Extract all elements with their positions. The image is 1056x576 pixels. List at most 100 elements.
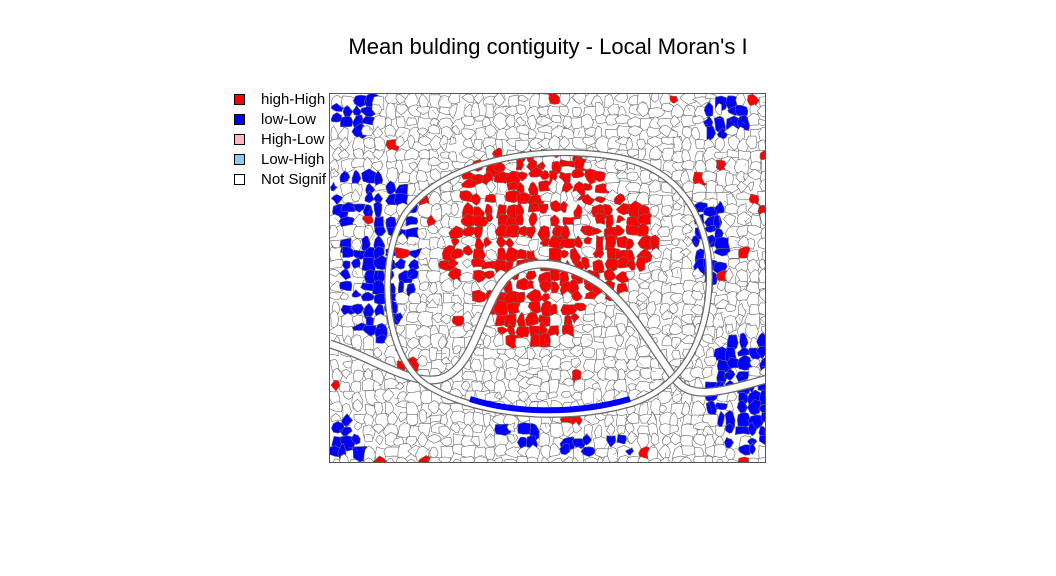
street-line [740, 374, 743, 378]
street-line [741, 121, 746, 125]
street-line [676, 299, 681, 303]
cell-high-high [372, 455, 388, 462]
cell-low-low [606, 435, 617, 448]
cell-not-signif [662, 435, 672, 447]
street-line [658, 149, 664, 153]
cell-high-high [448, 225, 465, 239]
street-line [599, 206, 606, 212]
cell-not-signif [404, 147, 420, 161]
cell-not-signif [384, 204, 398, 217]
cell-high-high [514, 213, 524, 226]
cell-not-signif [371, 160, 384, 172]
cell-not-signif [407, 458, 416, 462]
cell-not-signif [517, 94, 529, 102]
street-line [503, 262, 507, 265]
cell-not-signif [440, 277, 458, 293]
cell-not-signif [431, 312, 443, 324]
legend-swatch-low-low [234, 114, 245, 125]
street-line [711, 225, 716, 232]
street-line [685, 105, 691, 112]
street-line [706, 326, 709, 331]
cell-high-high [497, 246, 507, 265]
cell-not-signif [450, 125, 460, 136]
cell-not-signif [593, 436, 611, 452]
street-line [638, 361, 643, 367]
cell-not-signif [690, 289, 704, 301]
street-line [434, 346, 437, 349]
cell-not-signif [450, 202, 459, 217]
street-line [522, 201, 528, 204]
cell-not-signif [429, 282, 438, 295]
cell-not-signif [350, 459, 359, 462]
street-line [744, 175, 750, 181]
street-line [664, 283, 669, 287]
cell-not-signif [330, 401, 343, 413]
street-line [559, 342, 561, 348]
cell-low-low [755, 345, 765, 360]
street-line [579, 319, 584, 325]
cell-not-signif [406, 117, 418, 126]
cell-high-high [637, 213, 653, 226]
cell-high-high [525, 226, 536, 239]
street-line [717, 117, 722, 120]
cell-not-signif [628, 290, 640, 305]
cell-not-signif [541, 456, 550, 462]
street-line [438, 292, 441, 295]
street-line [734, 366, 738, 373]
street-line [596, 217, 602, 221]
cell-not-signif [426, 298, 439, 309]
street-line [694, 359, 699, 361]
cell-high-high [603, 267, 616, 282]
cell-not-signif [616, 125, 633, 140]
cell-low-low [724, 368, 736, 381]
cell-not-signif [714, 136, 726, 153]
cell-not-signif [338, 149, 350, 159]
cell-low-low [362, 302, 375, 319]
street-line [537, 118, 543, 125]
cell-not-signif [689, 366, 706, 380]
street-line [377, 327, 381, 330]
cell-high-high [625, 238, 635, 250]
street-line [718, 217, 720, 224]
street-line [431, 150, 437, 153]
street-line [744, 219, 747, 225]
cell-not-signif [448, 103, 458, 120]
cell-low-low [385, 180, 397, 196]
street-line [495, 393, 501, 398]
cell-high-high [581, 193, 596, 207]
cell-not-signif [756, 104, 765, 118]
cell-not-signif [526, 456, 539, 462]
cell-high-high [616, 215, 626, 224]
street-line [432, 124, 438, 127]
street-line [359, 310, 366, 317]
cell-low-low [352, 94, 368, 108]
street-line [613, 113, 618, 115]
cell-low-low [341, 413, 354, 428]
street-line [638, 306, 642, 310]
street-line [610, 359, 616, 361]
cell-not-signif [416, 354, 428, 367]
cell-not-signif [560, 390, 572, 399]
cell-high-high [584, 168, 597, 185]
cell-not-signif [371, 103, 383, 115]
street-line [708, 196, 713, 201]
cell-not-signif [701, 333, 714, 345]
cell-low-low [724, 410, 736, 429]
cell-high-high [669, 95, 679, 104]
cell-high-high [573, 203, 583, 221]
cell-high-high [551, 160, 562, 175]
street-line [656, 122, 659, 125]
street-line [566, 426, 572, 433]
cell-not-signif [428, 346, 438, 362]
street-line [708, 345, 711, 350]
cell-not-signif [493, 456, 504, 462]
cell-not-signif [745, 135, 758, 150]
cell-not-signif [613, 94, 629, 104]
cell-not-signif [604, 304, 616, 319]
cell-not-signif [581, 245, 597, 259]
street-line [441, 245, 447, 249]
street-line [509, 372, 511, 376]
choropleth-map [330, 94, 765, 462]
cell-not-signif [548, 135, 562, 151]
street-line [330, 282, 333, 285]
